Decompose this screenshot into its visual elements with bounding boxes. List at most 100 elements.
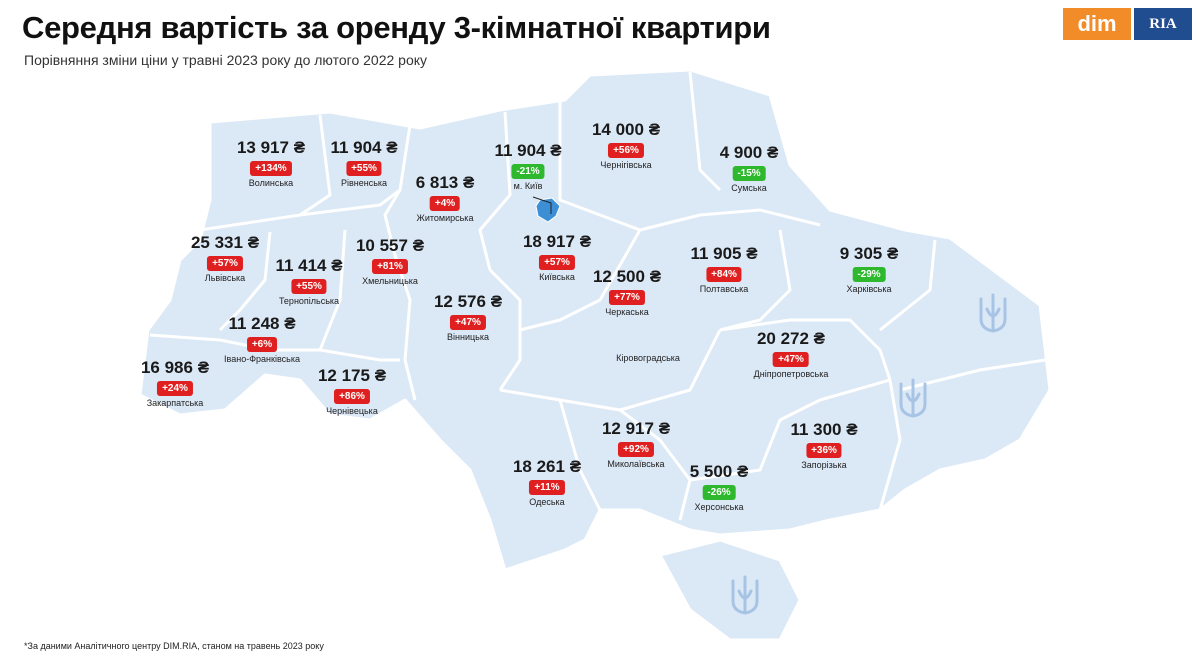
region-price: 13 917 ₴ <box>236 138 306 157</box>
region-label: 11 414 ₴ +55% Тернопільська <box>275 256 342 307</box>
region-label: 10 557 ₴ +81% Хмельницька <box>356 236 424 287</box>
region-label: 11 905 ₴ +84% Полтавська <box>690 244 757 295</box>
region-name: Полтавська <box>699 284 749 294</box>
region-label: 14 000 ₴ +56% Чернігівська <box>592 120 660 171</box>
region-label: 12 576 ₴ +47% Вінницька <box>434 292 502 343</box>
ria-logo[interactable]: RIA <box>1134 8 1192 40</box>
region-label: 16 986 ₴ +24% Закарпатська <box>141 358 209 409</box>
region-price: 6 813 ₴ <box>415 173 475 192</box>
region-label: 25 331 ₴ +57% Львівська <box>191 233 259 284</box>
crimea <box>658 538 802 642</box>
border-ternopil-khmel <box>318 229 347 351</box>
change-badge: -15% <box>732 166 766 181</box>
oblast-borders <box>149 71 1046 521</box>
region-name: Сумська <box>731 183 767 193</box>
region-label: 6 813 ₴ +4% Житомирська <box>416 173 475 224</box>
region-price: 11 904 ₴ <box>494 141 562 160</box>
change-badge: -29% <box>852 267 886 282</box>
region-price: 14 000 ₴ <box>591 120 661 139</box>
region-label: 4 900 ₴ -15% Сумська <box>720 143 779 194</box>
region-label: 11 904 ₴ +55% Рівненська <box>330 138 397 189</box>
change-badge: +4% <box>429 196 461 211</box>
border-kyiv-chernihiv <box>558 100 641 232</box>
region-label: 12 500 ₴ +77% Черкаська <box>593 267 661 318</box>
change-badge: +86% <box>334 389 370 404</box>
region-price: 25 331 ₴ <box>190 233 260 252</box>
change-badge: +47% <box>773 352 809 367</box>
region-label: 18 917 ₴ +57% Київська <box>523 232 591 283</box>
region-label: 18 261 ₴ +11% Одеська <box>513 457 581 508</box>
region-label: 20 272 ₴ +47% Дніпропетровська <box>754 329 829 380</box>
border-kherson-zap <box>689 378 891 482</box>
border-luhansk-donetsk <box>899 358 1046 392</box>
region-label: 11 300 ₴ +36% Запорізька <box>790 420 857 471</box>
region-label: 13 917 ₴ +134% Волинська <box>237 138 305 189</box>
border-west-north <box>199 188 401 232</box>
border-kharkiv-east <box>879 239 937 332</box>
region-label: 9 305 ₴ -29% Харківська <box>840 244 899 295</box>
border-lviv-ternopil <box>218 231 272 332</box>
border-chernihiv-sumy <box>688 71 722 192</box>
region-name: Рівненська <box>340 178 388 188</box>
border-zap-donetsk <box>878 379 902 511</box>
change-badge: +55% <box>291 279 327 294</box>
region-label: 5 500 ₴ -26% Херсонська <box>690 462 749 513</box>
region-name: Одеська <box>529 497 565 507</box>
border-south-west <box>149 333 400 362</box>
change-badge: +77% <box>609 290 645 305</box>
border-sumy-poltava <box>639 208 821 232</box>
region-label: 12 175 ₴ +86% Чернівецька <box>318 366 386 417</box>
border-poltava-kharkiv <box>719 229 792 332</box>
region-name: Київська <box>539 272 575 282</box>
region-name: Закарпатська <box>146 398 204 408</box>
region-name: Черкаська <box>605 307 649 317</box>
change-badge: +24% <box>157 381 193 396</box>
region-price: 11 300 ₴ <box>790 420 858 439</box>
border-khmel-vinnytsia <box>393 254 417 401</box>
region-price: 16 986 ₴ <box>140 358 210 377</box>
region-label: 12 917 ₴ +92% Миколаївська <box>602 419 670 470</box>
border-zhytomyr-kyiv <box>478 111 512 271</box>
region-price: 11 905 ₴ <box>690 244 758 263</box>
region-name: Запорізька <box>801 460 847 470</box>
region-price: 12 917 ₴ <box>601 419 671 438</box>
change-badge: +57% <box>539 255 575 270</box>
region-name: Чернівецька <box>326 406 378 416</box>
border-cherkasy <box>519 229 642 332</box>
region-price: 10 557 ₴ <box>355 236 425 255</box>
trident-icon-crimea <box>731 575 759 615</box>
region-name: Тернопільська <box>278 296 340 306</box>
footnote: *За даними Аналітичного центру DIM.RIA, … <box>24 641 324 651</box>
region-price: 11 414 ₴ <box>275 256 343 275</box>
change-badge: -21% <box>511 164 545 179</box>
region-name-kirovohrad: Кіровоградська <box>616 353 680 363</box>
change-badge: +36% <box>806 443 842 458</box>
region-name: Хмельницька <box>362 276 418 286</box>
change-badge: +92% <box>618 442 654 457</box>
trident-icon-donetsk <box>899 378 927 418</box>
change-badge: +81% <box>372 259 408 274</box>
change-badge: +57% <box>207 256 243 271</box>
region-price: 12 175 ₴ <box>317 366 387 385</box>
border-odesa-mykolaiv <box>558 399 602 511</box>
region-name: Херсонська <box>694 502 744 512</box>
region-price: 5 500 ₴ <box>689 462 749 481</box>
change-badge: +134% <box>250 161 292 176</box>
change-badge: +6% <box>246 337 278 352</box>
region-name: Волинська <box>248 178 294 188</box>
region-price: 11 248 ₴ <box>228 314 296 333</box>
region-price: 12 576 ₴ <box>433 292 503 311</box>
trident-icons <box>731 293 1007 615</box>
change-badge: +47% <box>450 315 486 330</box>
border-rivne-zhytomyr <box>383 124 412 256</box>
region-price: 12 500 ₴ <box>592 267 662 286</box>
region-name: Івано-Франківська <box>224 354 300 364</box>
region-price: 18 917 ₴ <box>522 232 592 251</box>
region-label: 11 248 ₴ +6% Івано-Франківська <box>224 314 300 365</box>
region-price: 9 305 ₴ <box>839 244 899 263</box>
trident-icon-luhansk <box>979 293 1007 333</box>
region-price: 18 261 ₴ <box>512 457 582 476</box>
dim-logo[interactable]: dim <box>1063 8 1131 40</box>
region-name: Харківська <box>846 284 892 294</box>
